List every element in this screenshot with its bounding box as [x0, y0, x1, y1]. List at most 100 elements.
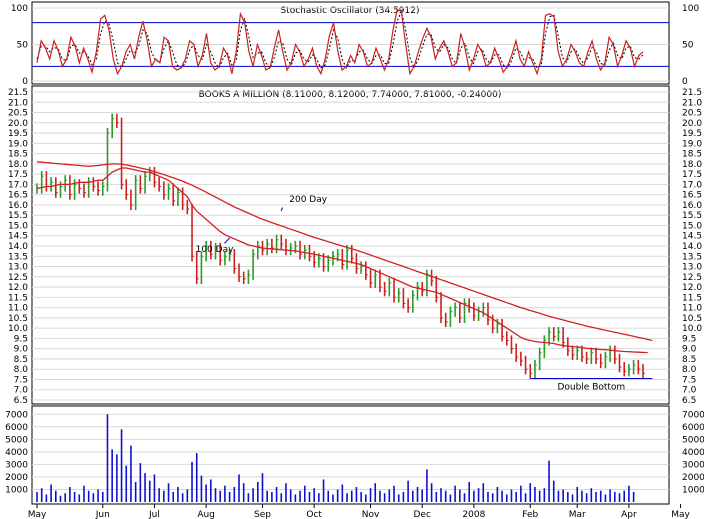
price-tick-label-left: 11.5	[8, 293, 28, 303]
price-panel: BOOKS A MILLION (8.11000, 8.12000, 7.740…	[8, 85, 702, 406]
volume-bars	[36, 414, 635, 502]
price-frame	[31, 85, 670, 405]
price-tick-label-left: 9.5	[14, 334, 28, 344]
volume-grid	[32, 413, 669, 490]
price-tick-label-right: 17.0	[682, 180, 702, 190]
price-tick-label-left: 17.5	[8, 170, 28, 180]
price-tick-label-left: 11.0	[8, 304, 28, 314]
price-tick-label-left: 13.0	[8, 263, 28, 273]
price-annotations: 200 Day 100 Day Double Bottom	[196, 195, 653, 392]
volume-tick-label-right: 3000	[682, 460, 704, 470]
stochastic-tick-label-left: 50	[17, 41, 29, 51]
price-tick-label-right: 21.5	[682, 88, 702, 98]
price-tick-label-left: 10.0	[8, 324, 28, 334]
price-tick-label-left: 6.5	[14, 396, 28, 406]
price-tick-label-right: 12.5	[682, 273, 702, 283]
price-tick-label-right: 18.0	[682, 160, 702, 170]
stochastic-d-line	[36, 10, 644, 70]
month-label: Oct	[306, 510, 322, 519]
stochastic-frame	[31, 1, 670, 85]
month-label: Aug	[197, 510, 215, 519]
price-tick-label-left: 21.0	[8, 98, 28, 108]
price-tick-label-right: 15.5	[682, 211, 702, 221]
volume-tick-label-left: 5000	[5, 435, 28, 445]
price-tick-label-right: 15.0	[682, 221, 702, 231]
volume-tick-label-right: 7000	[682, 410, 704, 420]
price-tick-label-left: 12.0	[8, 283, 28, 293]
volume-tick-label-right: 2000	[682, 473, 704, 483]
stochastic-title: Stochastic Oscillator (34.5912)	[280, 6, 419, 16]
annotation-label: 100 Day	[196, 245, 234, 255]
price-tick-label-right: 19.0	[682, 139, 702, 149]
price-tick-label-right: 13.0	[682, 263, 702, 273]
price-tick-label-left: 14.0	[8, 242, 28, 252]
price-tick-label-left: 14.5	[8, 232, 28, 242]
price-tick-label-left: 7.0	[14, 386, 29, 396]
price-tick-label-right: 9.5	[682, 334, 696, 344]
price-tick-label-right: 13.5	[682, 252, 702, 262]
stochastic-tick-label-right: 0	[682, 77, 688, 87]
moving-averages	[36, 161, 653, 354]
price-tick-label-right: 19.5	[682, 129, 702, 139]
stochastic-panel: Stochastic Oscillator (34.5912) 0 50 100 0…	[11, 1, 699, 87]
price-tick-label-left: 13.5	[8, 252, 28, 262]
volume-frame	[31, 405, 670, 505]
price-tick-label-left: 17.0	[8, 180, 28, 190]
ma200-line	[36, 161, 653, 342]
annotation-arrow	[224, 237, 230, 244]
price-tick-label-left: 15.5	[8, 211, 28, 221]
price-tick-label-right: 20.5	[682, 109, 702, 119]
x-axis: May Jun Jul Aug Sep Oct Nov Dec 2008 Feb Mar Apr May	[28, 504, 691, 519]
month-label: Jul	[148, 510, 160, 519]
volume-tick-label-right: 4000	[682, 448, 704, 458]
month-label: Apr	[621, 510, 637, 519]
month-label: May	[28, 510, 47, 519]
month-label: Feb	[522, 510, 538, 519]
price-tick-label-left: 9.0	[14, 345, 29, 355]
price-tick-label-right: 18.5	[682, 150, 702, 160]
price-tick-label-right: 12.0	[682, 283, 702, 293]
price-tick-label-right: 7.0	[682, 386, 697, 396]
price-tick-label-right: 16.5	[682, 191, 702, 201]
annotation-arrow	[280, 207, 283, 212]
volume-panel: 1000 2000 3000 4000 5000 6000 7000 1000 2000 300…	[5, 405, 704, 505]
price-tick-label-left: 19.0	[8, 139, 28, 149]
stochastic-grid	[32, 7, 669, 82]
price-tick-label-right: 7.5	[682, 375, 696, 385]
price-tick-label-left: 20.0	[8, 119, 28, 129]
volume-tick-label-right: 1000	[682, 485, 704, 495]
price-tick-label-left: 10.5	[8, 314, 28, 324]
volume-tick-label-left: 7000	[5, 410, 28, 420]
price-tick-label-right: 14.5	[682, 232, 702, 242]
month-label: Dec	[413, 510, 430, 519]
volume-tick-label-right: 5000	[682, 435, 704, 445]
volume-left-ticks: 1000 2000 3000 4000 5000 6000 7000	[5, 410, 28, 495]
price-tick-label-right: 21.0	[682, 98, 702, 108]
price-tick-label-left: 7.5	[14, 375, 28, 385]
price-tick-label-left: 21.5	[8, 88, 28, 98]
price-left-ticks: 6.57.07.58.08.59.09.510.010.511.011.512.…	[8, 88, 28, 406]
volume-tick-label-left: 3000	[5, 460, 28, 470]
volume-right-ticks: 1000 2000 3000 4000 5000 6000 7000	[682, 410, 704, 495]
price-right-ticks: 6.57.07.58.08.59.09.510.010.511.011.512.…	[682, 88, 702, 406]
month-label: Nov	[362, 510, 380, 519]
price-tick-label-right: 11.0	[682, 304, 702, 314]
month-label: Jun	[95, 510, 110, 519]
price-tick-label-right: 8.5	[682, 355, 696, 365]
price-tick-label-left: 18.0	[8, 160, 28, 170]
stochastic-tick-label-left: 0	[22, 77, 28, 87]
month-label: Mar	[569, 510, 586, 519]
stochastic-left-ticks: 0 50 100	[11, 4, 28, 87]
price-tick-label-right: 16.0	[682, 201, 702, 211]
volume-tick-label-right: 6000	[682, 423, 704, 433]
stochastic-series	[36, 8, 644, 76]
volume-tick-label-left: 2000	[5, 473, 28, 483]
month-label: May	[671, 510, 690, 519]
price-tick-label-right: 6.5	[682, 396, 696, 406]
price-tick-label-right: 17.5	[682, 170, 702, 180]
volume-tick-label-left: 6000	[5, 423, 28, 433]
price-title: BOOKS A MILLION (8.11000, 8.12000, 7.740…	[199, 90, 502, 100]
price-tick-label-left: 15.0	[8, 221, 28, 231]
price-tick-label-right: 10.0	[682, 324, 702, 334]
